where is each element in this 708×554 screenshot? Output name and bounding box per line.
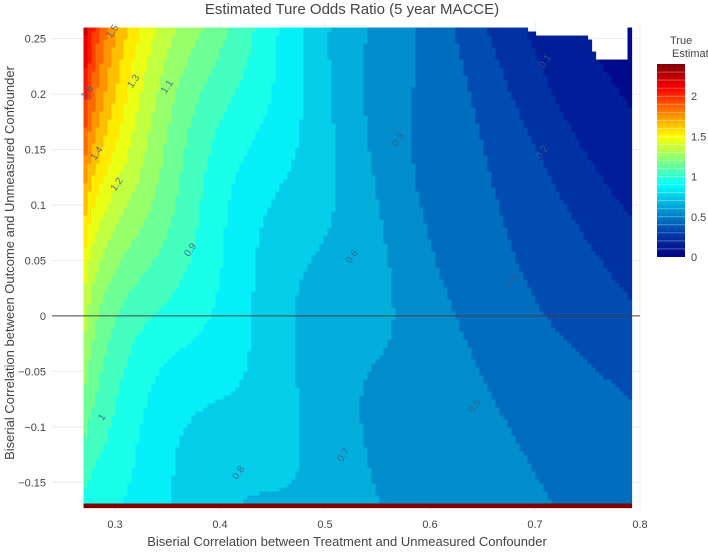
y-axis-title: Biserial Correlation between Outcome and… [2,65,17,459]
y-tick-label: −0.15 [18,477,46,489]
colorbar-tick-label: 2 [691,91,697,103]
y-tick-label: −0.05 [18,366,46,378]
y-tick-label: 0 [40,311,46,323]
x-axis-title: Biserial Correlation between Treatment a… [147,534,547,549]
chart-title: Estimated Ture Odds Ratio (5 year MACCE) [205,1,499,18]
y-tick-label: 0.1 [31,200,46,212]
x-tick-label: 0.5 [317,519,332,531]
colorbar-tick-label: 1.5 [691,131,706,143]
colorbar-title-line1: True [670,35,692,47]
colorbar: True Estimate 0 0.5 1 1.5 2 [657,35,708,264]
y-tick-label: 0.15 [25,145,46,157]
plot-area [84,28,633,509]
colorbar-tick-label: 1 [691,172,697,184]
y-tick-label: 0.2 [31,89,46,101]
x-tick-label: 0.3 [107,519,122,531]
y-tick-label: 0.25 [25,34,46,46]
x-tick-label: 0.7 [527,519,542,531]
x-tick-label: 0.8 [632,519,647,531]
colorbar-tick-label: 0 [691,252,697,264]
y-tick-label: −0.1 [24,422,46,434]
colorbar-title-line2: Estimate [672,48,708,60]
y-tick-label: 0.05 [25,255,46,267]
x-tick-label: 0.6 [422,519,437,531]
x-tick-label: 0.4 [212,519,227,531]
colorbar-tick-label: 0.5 [691,212,706,224]
